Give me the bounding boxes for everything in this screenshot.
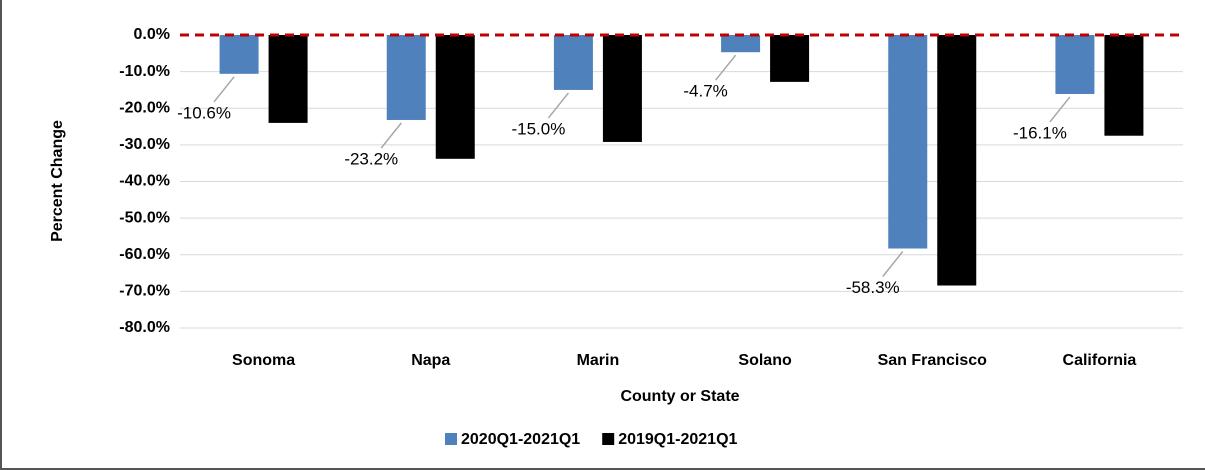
data-label: -58.3% xyxy=(846,278,900,297)
bar xyxy=(1104,35,1144,136)
bar xyxy=(721,35,761,53)
x-tick-label: Marin xyxy=(577,352,620,369)
y-tick-label: 0.0% xyxy=(134,26,170,43)
bar xyxy=(770,35,810,82)
y-tick-label: -50.0% xyxy=(119,209,170,226)
data-label: -16.1% xyxy=(1013,123,1067,142)
leader-line xyxy=(380,122,402,149)
leader-line xyxy=(882,251,904,277)
y-tick-label: -10.0% xyxy=(119,63,170,80)
bar xyxy=(268,35,308,123)
x-tick-label: Solano xyxy=(738,352,792,369)
legend-label: 2020Q1-2021Q1 xyxy=(461,431,580,448)
legend-swatch xyxy=(445,433,457,445)
bar xyxy=(219,35,259,74)
legend-swatch xyxy=(602,433,615,445)
x-tick-label: California xyxy=(1063,352,1137,369)
y-tick-label: -80.0% xyxy=(119,319,170,336)
leader-line xyxy=(547,92,570,119)
leader-line xyxy=(1049,96,1071,123)
y-tick-label: -40.0% xyxy=(119,173,170,190)
x-tick-label: Napa xyxy=(411,352,450,369)
x-tick-label: Sonoma xyxy=(232,352,295,369)
bar xyxy=(888,35,928,249)
leader-line xyxy=(714,54,737,81)
y-tick-label: -30.0% xyxy=(119,136,170,153)
bar xyxy=(602,35,642,142)
data-label: -4.7% xyxy=(683,82,727,101)
x-axis-title: County or State xyxy=(620,388,739,405)
leader-line xyxy=(213,76,235,103)
bar xyxy=(937,35,977,286)
bar xyxy=(435,35,475,159)
x-tick-label: San Francisco xyxy=(878,352,988,369)
y-tick-label: -20.0% xyxy=(119,99,170,116)
data-label: -10.6% xyxy=(177,103,231,122)
y-tick-label: -60.0% xyxy=(119,246,170,263)
bar xyxy=(1055,35,1095,94)
y-axis-title: Percent Change xyxy=(49,120,66,242)
data-label: -15.0% xyxy=(511,119,565,138)
bar xyxy=(553,35,593,90)
y-tick-label: -70.0% xyxy=(119,283,170,300)
data-label: -23.2% xyxy=(344,149,398,168)
bar xyxy=(386,35,426,120)
legend-label: 2019Q1-2021Q1 xyxy=(618,431,737,448)
